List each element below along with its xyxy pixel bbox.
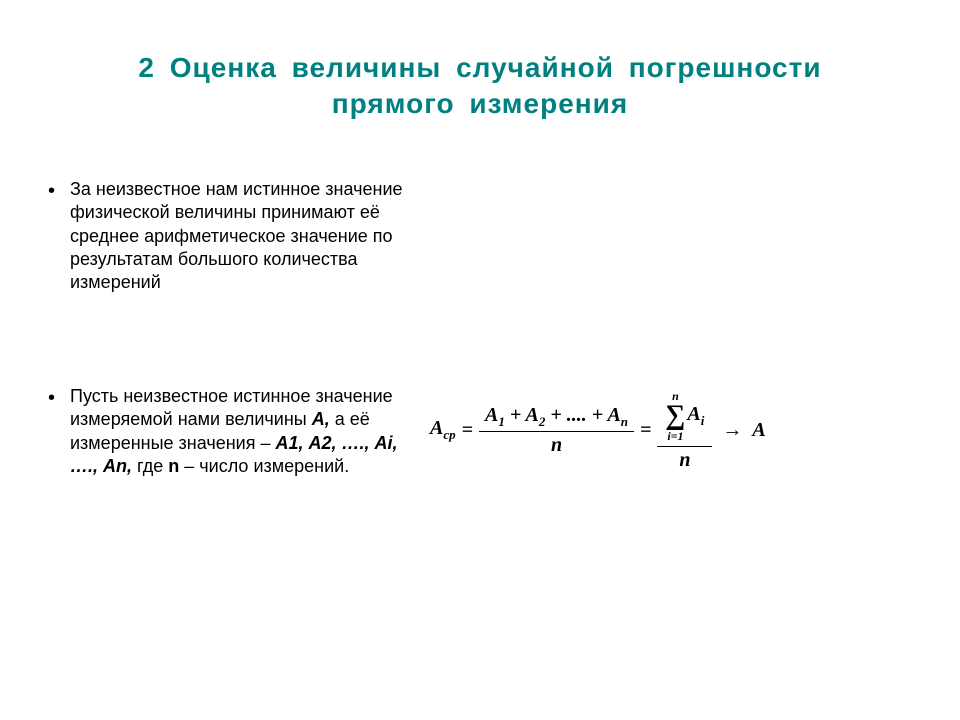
arrow-icon: → — [718, 419, 746, 442]
bullet-1-text: За неизвестное нам истинное значение физ… — [70, 179, 403, 293]
formula-frac1-num: A1 + A2 + .... + An — [479, 402, 634, 432]
f-an: A — [607, 404, 620, 426]
bullet-2-p3: где — [132, 456, 168, 476]
formula-frac2-num: n ∑ i=1 Ai — [657, 388, 712, 447]
formula-frac2: n ∑ i=1 Ai n — [657, 388, 712, 473]
formula-lhs-A: A — [430, 417, 443, 439]
formula-lhs: Aср — [430, 417, 456, 443]
title-line-2: прямого измерения — [332, 88, 628, 119]
formula: Aср = A1 + A2 + .... + An n = n ∑ i=1 Ai — [430, 388, 920, 473]
bullet-2: Пусть неизвестное истинное значение изме… — [70, 385, 410, 479]
bullet-2-A: А, — [312, 409, 330, 429]
formula-eq1: = — [462, 419, 473, 442]
formula-frac1: A1 + A2 + .... + An n — [479, 402, 634, 458]
f-a1: A — [485, 404, 498, 426]
f-sn: n — [621, 414, 628, 429]
formula-frac1-den: n — [545, 432, 568, 458]
sigma-icon: ∑ — [665, 402, 685, 430]
formula-sum-term: Ai — [687, 403, 704, 428]
formula-sum-stack: n ∑ i=1 — [665, 390, 685, 442]
content-row: За неизвестное нам истинное значение физ… — [40, 178, 920, 569]
f-sum-i: i — [701, 413, 705, 428]
left-column: За неизвестное нам истинное значение физ… — [40, 178, 410, 569]
formula-eq2: = — [640, 419, 651, 442]
formula-frac2-den: n — [673, 447, 696, 473]
bullet-2-p4: – число измерений. — [179, 456, 349, 476]
formula-sum-bot: i=1 — [667, 430, 683, 442]
f-dots: + .... + — [545, 404, 607, 426]
slide-title: 2 Оценка величины случайной погрешности … — [40, 50, 920, 123]
title-line-1: 2 Оценка величины случайной погрешности — [138, 52, 821, 83]
f-p1: + — [505, 404, 526, 426]
bullet-1: За неизвестное нам истинное значение физ… — [70, 178, 410, 295]
slide: 2 Оценка величины случайной погрешности … — [0, 0, 960, 720]
formula-lhs-sub: ср — [443, 427, 455, 442]
f-sum-A: A — [687, 403, 700, 425]
right-column: Aср = A1 + A2 + .... + An n = n ∑ i=1 Ai — [410, 178, 920, 473]
formula-rhs: A — [752, 419, 765, 442]
bullet-2-n: n — [168, 456, 179, 476]
f-a2: A — [526, 404, 539, 426]
